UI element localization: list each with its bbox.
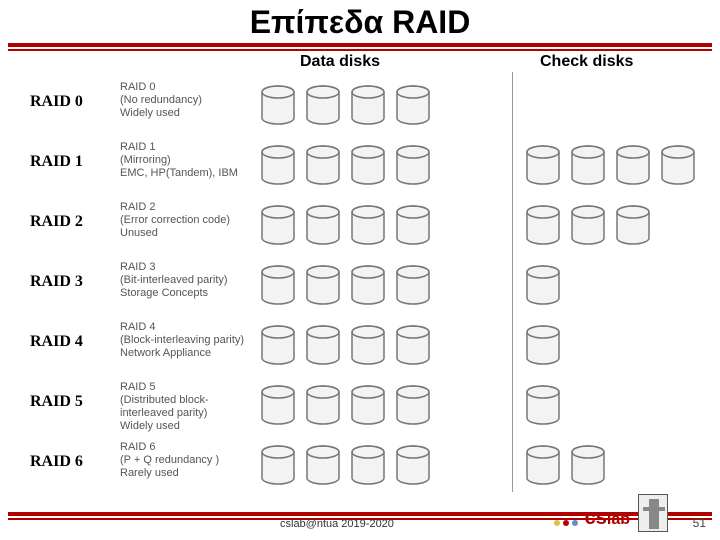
disk-icon (305, 325, 341, 365)
raid-row: RAID 5 RAID 5 (Distributed block- interle… (0, 379, 720, 435)
disk-icon (350, 445, 386, 485)
raid-level-label: RAID 2 (30, 213, 83, 231)
data-disks-group (260, 445, 431, 485)
disk-icon (305, 205, 341, 245)
data-disks-group (260, 265, 431, 305)
raid-row: RAID 4 RAID 4 (Block-interleaving parity)… (0, 319, 720, 375)
disk-icon (260, 325, 296, 365)
raid-description: RAID 3 (Bit-interleaved parity) Storage … (120, 261, 228, 300)
data-disks-group (260, 205, 431, 245)
data-disks-group (260, 145, 431, 185)
logo-cs: cs (585, 507, 607, 529)
disk-icon (395, 265, 431, 305)
check-disks-group (525, 385, 561, 425)
disk-icon (260, 85, 296, 125)
disk-icon (260, 445, 296, 485)
raid-description: RAID 5 (Distributed block- interleaved p… (120, 381, 209, 433)
ntua-seal-icon (638, 494, 668, 532)
disk-icon (525, 145, 561, 185)
disk-icon (525, 265, 561, 305)
disk-icon (395, 445, 431, 485)
data-disks-group (260, 385, 431, 425)
disk-icon (305, 145, 341, 185)
disk-icon (525, 205, 561, 245)
disk-icon (525, 385, 561, 425)
disk-icon (305, 445, 341, 485)
logo-lab: lab (607, 511, 630, 528)
data-disks-group (260, 85, 431, 125)
disk-icon (570, 445, 606, 485)
raid-rows: RAID 0 RAID 0 (No redundancy) Widely used… (0, 79, 720, 495)
disk-icon (350, 145, 386, 185)
disk-icon (305, 85, 341, 125)
disk-icon (260, 385, 296, 425)
disk-icon (260, 265, 296, 305)
raid-level-label: RAID 1 (30, 153, 83, 171)
disk-icon (395, 145, 431, 185)
disk-icon (660, 145, 696, 185)
raid-description: RAID 0 (No redundancy) Widely used (120, 81, 202, 120)
disk-icon (395, 205, 431, 245)
disk-icon (525, 325, 561, 365)
raid-row: RAID 1 RAID 1 (Mirroring) EMC, HP(Tandem)… (0, 139, 720, 195)
dot-2 (563, 520, 569, 526)
raid-description: RAID 1 (Mirroring) EMC, HP(Tandem), IBM (120, 141, 238, 180)
raid-description: RAID 2 (Error correction code) Unused (120, 201, 230, 240)
raid-row: RAID 3 RAID 3 (Bit-interleaved parity) St… (0, 259, 720, 315)
disk-icon (570, 205, 606, 245)
check-disks-group (525, 445, 606, 485)
raid-description: RAID 6 (P + Q redundancy ) Rarely used (120, 441, 219, 480)
check-disks-group (525, 205, 651, 245)
disk-icon (350, 325, 386, 365)
title-underline-thick (8, 43, 712, 47)
raid-row: RAID 6 RAID 6 (P + Q redundancy ) Rarely … (0, 439, 720, 495)
disk-icon (350, 205, 386, 245)
data-disks-header: Data disks (300, 53, 380, 71)
raid-level-label: RAID 0 (30, 93, 83, 111)
disk-icon (525, 445, 561, 485)
raid-row: RAID 2 RAID 2 (Error correction code) Unu… (0, 199, 720, 255)
disk-icon (305, 265, 341, 305)
raid-description: RAID 4 (Block-interleaving parity) Netwo… (120, 321, 244, 360)
raid-level-label: RAID 3 (30, 273, 83, 291)
disk-icon (260, 145, 296, 185)
logo-dots (554, 520, 578, 526)
check-disks-group (525, 145, 696, 185)
check-disks-group (525, 325, 561, 365)
disk-icon (395, 85, 431, 125)
disk-icon (395, 325, 431, 365)
page-number: 51 (693, 516, 706, 530)
disk-icon (350, 265, 386, 305)
footer-text: cslab@ntua 2019-2020 (280, 518, 394, 530)
disk-icon (395, 385, 431, 425)
disk-icon (305, 385, 341, 425)
dot-3 (572, 520, 578, 526)
disk-icon (615, 145, 651, 185)
data-disks-group (260, 325, 431, 365)
disk-icon (350, 385, 386, 425)
raid-level-label: RAID 6 (30, 453, 83, 471)
check-disks-header: Check disks (540, 53, 633, 71)
cslab-logo: cslab (585, 507, 630, 530)
column-headers: Data disks Check disks (0, 53, 720, 75)
disk-icon (350, 85, 386, 125)
title-underline-thin (8, 49, 712, 51)
slide-title: Επίπεδα RAID (0, 0, 720, 41)
disk-icon (615, 205, 651, 245)
dot-1 (554, 520, 560, 526)
disk-icon (260, 205, 296, 245)
raid-row: RAID 0 RAID 0 (No redundancy) Widely used (0, 79, 720, 135)
raid-level-label: RAID 4 (30, 333, 83, 351)
check-disks-group (525, 265, 561, 305)
raid-level-label: RAID 5 (30, 393, 83, 411)
disk-icon (570, 145, 606, 185)
